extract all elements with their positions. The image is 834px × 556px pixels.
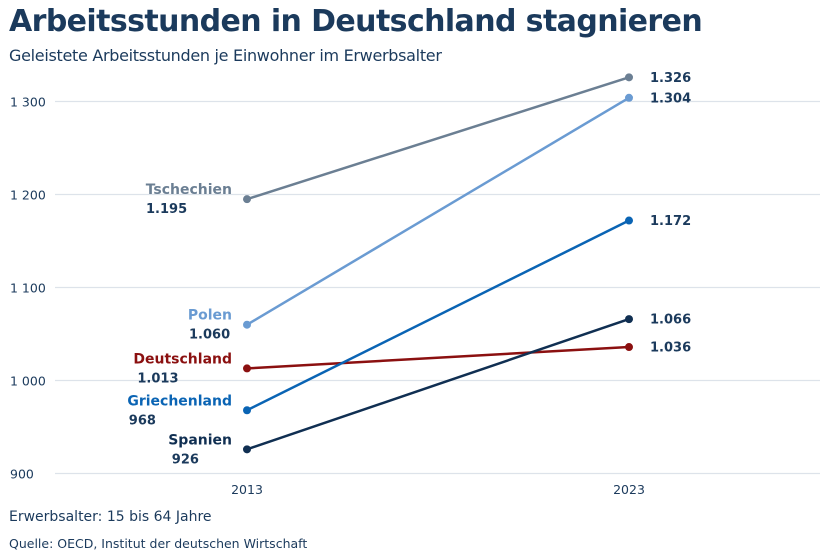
series-label-spanien: Spanien: [168, 432, 232, 448]
series-line-griechenland: [246, 219, 630, 412]
series-label-polen: Polen: [188, 308, 232, 324]
value-label-2013-polen: 1.060: [189, 328, 230, 343]
chart-subtitle: Geleistete Arbeitsstunden je Einwohner i…: [9, 46, 442, 65]
data-point-griechenland: [625, 216, 633, 225]
value-label-2023-tschechien: 1.326: [650, 71, 691, 86]
series-label-griechenland: Griechenland: [127, 393, 232, 409]
data-point-spanien: [243, 445, 251, 454]
source-note: Quelle: OECD, Institut der deutschen Wir…: [9, 536, 308, 551]
footnote: Erwerbsalter: 15 bis 64 Jahre: [9, 509, 212, 525]
y-tick-label: 1 300: [10, 95, 46, 110]
data-point-tschechien: [625, 73, 633, 82]
y-tick-label: 1 000: [10, 374, 46, 389]
series-line-tschechien: [246, 76, 630, 201]
y-tick-label: 1 100: [10, 281, 46, 296]
x-tick-label: 2013: [231, 482, 263, 497]
value-label-2013-tschechien: 1.195: [146, 202, 187, 217]
y-tick-label: 900: [10, 467, 34, 482]
data-point-deutschland: [625, 343, 633, 352]
series-line-polen: [246, 96, 630, 326]
series-line-spanien: [246, 317, 630, 451]
data-point-polen: [625, 93, 633, 102]
series-label-deutschland: Deutschland: [133, 351, 232, 367]
series-label-tschechien: Tschechien: [146, 182, 232, 198]
data-point-griechenland: [243, 406, 251, 415]
value-label-2023-deutschland: 1.036: [650, 341, 691, 356]
x-tick-label: 2023: [613, 482, 645, 497]
y-tick-label: 1 200: [10, 188, 46, 203]
chart-title: Arbeitsstunden in Deutschland stagnieren: [9, 4, 703, 39]
data-point-spanien: [625, 315, 633, 324]
value-label-2023-polen: 1.304: [650, 91, 691, 106]
line-chart: 900 1 000 1 100 1 200 1 300 2013 2023 Tschechie…: [10, 71, 820, 497]
data-point-deutschland: [243, 364, 251, 373]
value-label-2013-griechenland: 968: [129, 413, 156, 428]
data-point-polen: [243, 320, 251, 329]
value-label-2023-griechenland: 1.172: [650, 214, 691, 229]
value-label-2023-spanien: 1.066: [650, 313, 691, 328]
value-label-2013-spanien: 926: [172, 452, 199, 467]
data-point-tschechien: [243, 195, 251, 204]
series-line-deutschland: [246, 345, 630, 370]
value-label-2013-deutschland: 1.013: [137, 371, 178, 386]
